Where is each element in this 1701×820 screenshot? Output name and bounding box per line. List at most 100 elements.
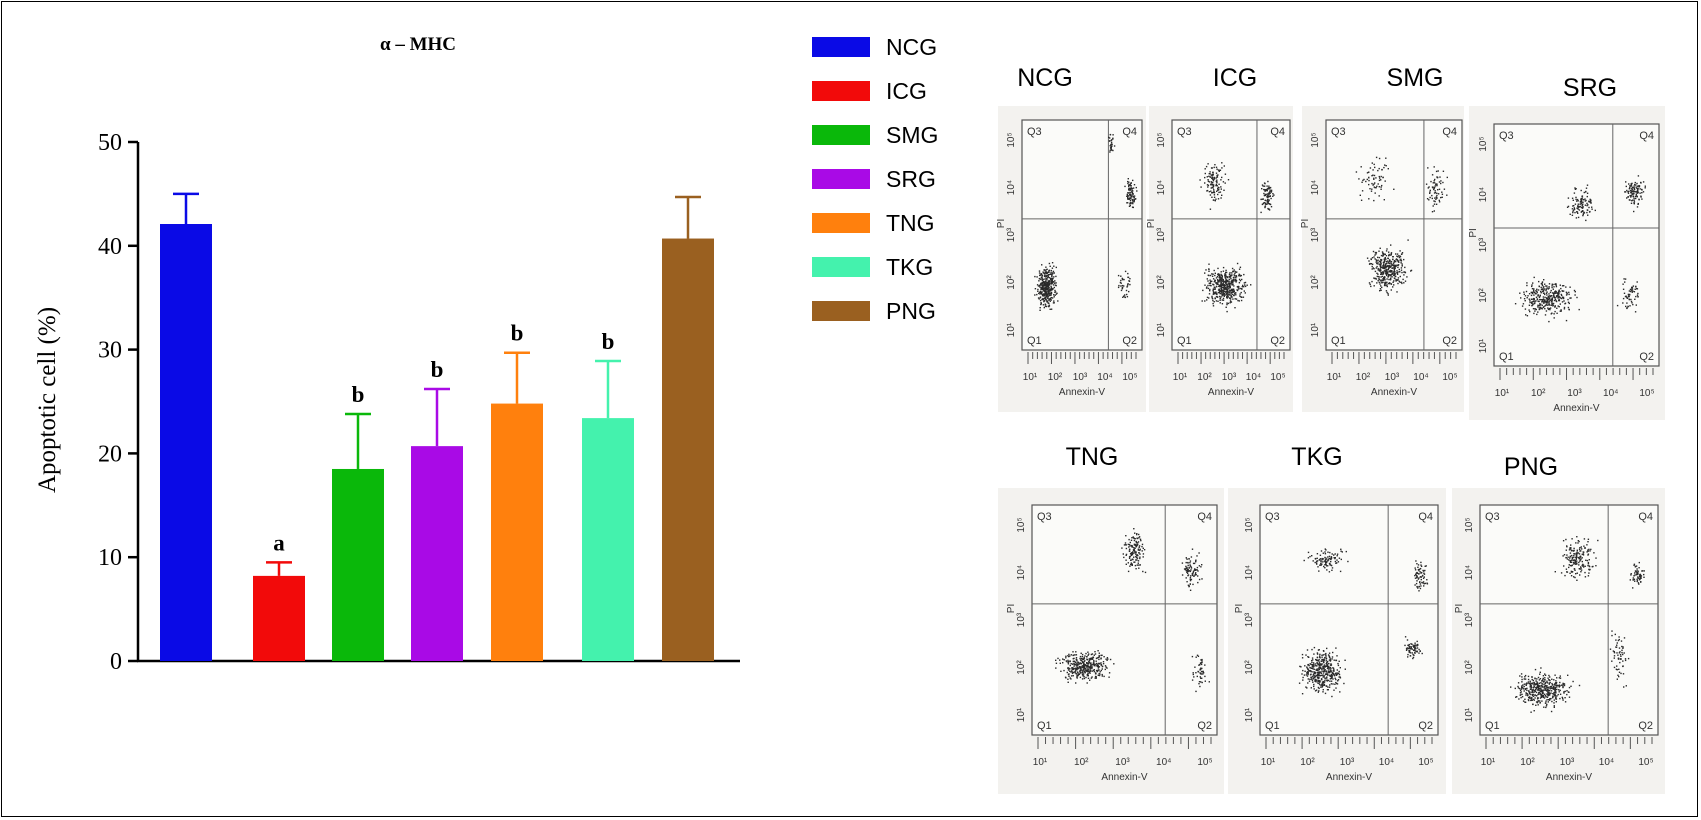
bar-icg: [253, 575, 305, 661]
bar-group-icg: a: [253, 530, 305, 661]
flow-y-tick-label: 10³: [1310, 227, 1321, 242]
flow-x-tick-label: 10⁴: [1246, 372, 1261, 383]
flow-y-tick-label: 10⁵: [1244, 517, 1255, 532]
flow-x-tick-label: 10²: [1300, 757, 1315, 768]
flow-x-tick-label: 10⁴: [1603, 388, 1618, 399]
flow-y-axis-label: PI: [1468, 228, 1479, 237]
flow-plot-box: [1031, 504, 1218, 736]
flow-x-tick-label: 10⁵: [1639, 388, 1654, 399]
flow-y-tick-label: 10¹: [1016, 707, 1027, 722]
flow-x-tick-marks: [1331, 352, 1457, 364]
flow-dot-cloud: [1514, 175, 1646, 323]
quadrant-label-q4: Q4: [1122, 126, 1137, 138]
flow-x-tick-label: 10¹: [1173, 372, 1188, 383]
bar-group-smg: b: [332, 382, 384, 661]
flow-y-tick-label: 10¹: [1310, 322, 1321, 337]
bar-tng: [491, 403, 543, 661]
flow-y-tick-label: 10⁵: [1478, 136, 1489, 151]
flow-y-tick-label: 10²: [1244, 660, 1255, 675]
flow-x-tick-label: 10¹: [1327, 372, 1342, 383]
flow-plot-box: [1171, 119, 1291, 351]
quadrant-label-q4: Q4: [1639, 130, 1654, 142]
flow-y-tick-label: 10⁵: [1156, 132, 1167, 147]
flow-x-tick-marks: [1027, 352, 1137, 364]
flow-x-tick-label: 10⁴: [1379, 757, 1394, 768]
flow-x-tick-label: 10³: [1560, 757, 1575, 768]
quadrant-label-q2: Q2: [1442, 335, 1457, 347]
flow-x-axis-label: Annexin-V: [1553, 403, 1599, 414]
flow-x-tick-label: 10⁴: [1413, 372, 1428, 383]
flow-panel-title: NCG: [1017, 64, 1073, 92]
quadrant-label-q1: Q1: [1331, 335, 1346, 347]
bar-srg: [411, 446, 463, 661]
flow-panel-png: PNG Q3 Q4 Q1 Q2 10¹ 10² 10³ 10⁴ 10⁵ Annexin-V 10¹ 10…: [1452, 453, 1665, 794]
flow-y-axis-label: PI: [1300, 219, 1311, 228]
legend-label-ncg: NCG: [886, 34, 937, 60]
flow-x-tick-marks: [1499, 368, 1654, 380]
quadrant-label-q3: Q3: [1265, 511, 1280, 523]
flow-dot-cloud: [1298, 548, 1429, 698]
quadrant-label-q1: Q1: [1027, 335, 1042, 347]
flow-y-tick-label: 10¹: [1006, 322, 1017, 337]
flow-x-tick-label: 10³: [1567, 388, 1582, 399]
flow-x-tick-marks: [1485, 737, 1653, 749]
flow-y-tick-label: 10³: [1464, 612, 1475, 627]
flow-x-axis-label: Annexin-V: [1101, 772, 1147, 783]
flow-y-tick-label: 10²: [1464, 660, 1475, 675]
flow-panel-title: ICG: [1213, 64, 1257, 92]
y-axis-label: Apoptotic cell (%): [34, 307, 61, 493]
flow-panel-icg: ICG Q3 Q4 Q1 Q2 10¹ 10² 10³ 10⁴ 10⁵ Annexin-V 10¹ 10…: [1146, 64, 1293, 412]
legend-label-srg: SRG: [886, 166, 936, 192]
legend-label-tng: TNG: [886, 210, 935, 236]
bar-png: [662, 238, 714, 661]
flow-x-tick-label: 10²: [1074, 757, 1089, 768]
flow-panel-title: TNG: [1066, 443, 1119, 471]
y-tick-label: 0: [110, 649, 122, 675]
flow-y-axis-label: PI: [1146, 219, 1157, 228]
flow-y-tick-label: 10²: [1006, 275, 1017, 290]
significance-label: b: [602, 329, 615, 354]
flow-x-tick-label: 10⁵: [1418, 757, 1433, 768]
flow-x-tick-label: 10⁵: [1122, 372, 1137, 383]
flow-x-axis-label: Annexin-V: [1546, 772, 1592, 783]
flow-y-tick-label: 10⁵: [1006, 132, 1017, 147]
bar-group-tng: b: [491, 321, 543, 661]
flow-y-axis-label: PI: [996, 219, 1007, 228]
quadrant-label-q1: Q1: [1499, 351, 1514, 363]
flow-x-tick-label: 10⁴: [1599, 757, 1614, 768]
legend-swatch-tkg: [812, 257, 870, 277]
y-tick-label: 40: [98, 234, 122, 260]
flow-plot-box: [1479, 504, 1659, 736]
flow-y-tick-label: 10⁵: [1310, 132, 1321, 147]
flow-x-tick-label: 10²: [1356, 372, 1371, 383]
flow-y-tick-label: 10¹: [1156, 322, 1167, 337]
flow-dot-cloud: [1055, 528, 1210, 693]
flow-dot-cloud: [1034, 133, 1138, 311]
flow-x-tick-label: 10¹: [1033, 757, 1048, 768]
flow-y-tick-label: 10³: [1006, 227, 1017, 242]
flow-dot-cloud: [1355, 156, 1448, 296]
flow-panel-tng: TNG Q3 Q4 Q1 Q2 10¹ 10² 10³ 10⁴ 10⁵ Annexin-V 10¹ 10…: [998, 443, 1224, 794]
flow-y-tick-label: 10¹: [1464, 707, 1475, 722]
flow-y-tick-label: 10²: [1156, 275, 1167, 290]
flow-panel-tkg: TKG Q3 Q4 Q1 Q2 10¹ 10² 10³ 10⁴ 10⁵ Annexin-V 10¹ 10…: [1228, 443, 1446, 794]
y-tick-label: 30: [98, 338, 122, 364]
y-tick-label: 50: [98, 130, 122, 156]
quadrant-label-q3: Q3: [1037, 511, 1052, 523]
flow-x-tick-label: 10⁴: [1097, 372, 1112, 383]
flow-x-tick-label: 10⁵: [1442, 372, 1457, 383]
significance-label: b: [511, 321, 524, 346]
quadrant-label-q1: Q1: [1177, 335, 1192, 347]
flow-panel-title: SMG: [1387, 64, 1444, 92]
flow-panel-title: PNG: [1504, 453, 1558, 481]
flow-panel-smg: SMG Q3 Q4 Q1 Q2 10¹ 10² 10³ 10⁴ 10⁵ Annexin-V 10¹ 10…: [1300, 64, 1464, 412]
flow-x-tick-label: 10²: [1520, 757, 1535, 768]
significance-label: a: [273, 530, 285, 555]
y-tick-label: 10: [98, 545, 122, 571]
flow-dot-cloud: [1199, 162, 1275, 313]
flow-x-tick-label: 10³: [1115, 757, 1130, 768]
flow-panel-ncg: NCG Q3 Q4 Q1 Q2 10¹ 10² 10³ 10⁴ 10⁵ Annexin-V 10¹ 10…: [996, 64, 1146, 412]
flow-x-tick-label: 10³: [1385, 372, 1400, 383]
legend-swatch-srg: [812, 169, 870, 189]
flow-plot-box: [1259, 504, 1439, 736]
